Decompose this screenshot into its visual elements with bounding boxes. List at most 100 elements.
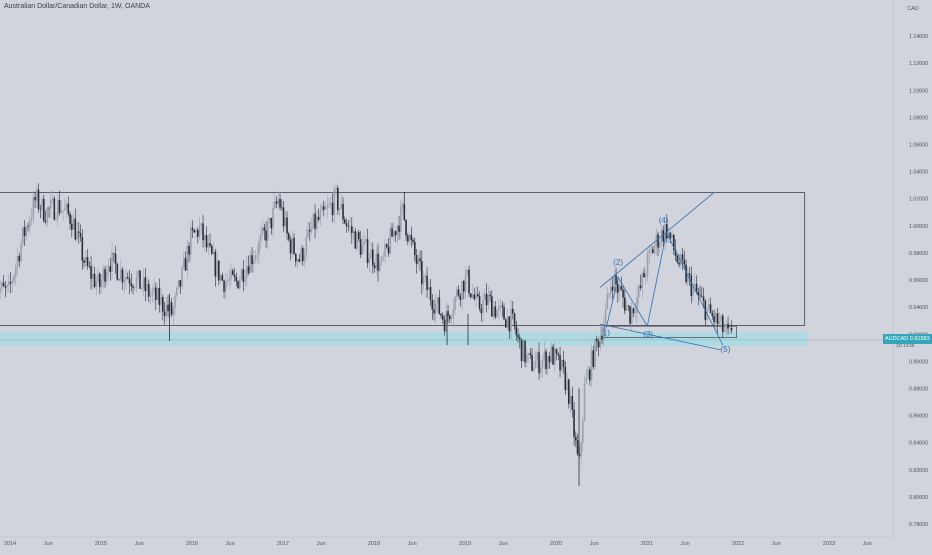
candle-body [442, 315, 444, 320]
candle-body [636, 297, 638, 313]
candle-body [627, 305, 630, 307]
candle-body [666, 223, 668, 239]
candle-body [356, 232, 358, 249]
candle-body [529, 353, 532, 355]
candle-body [653, 245, 656, 254]
candle-body [9, 281, 12, 284]
candle-body [128, 278, 131, 284]
time-tick-label: Jun [226, 541, 235, 547]
candle-body [545, 351, 547, 370]
candle-body [422, 276, 425, 285]
candle-body [179, 280, 182, 287]
candle-body [221, 275, 224, 281]
time-tick-label: 2023 [823, 541, 835, 547]
candle-body [310, 228, 313, 232]
candle-body [121, 269, 124, 283]
candle-body [436, 297, 439, 304]
candle-body [191, 227, 194, 231]
candle-body [120, 269, 122, 280]
candle-body [39, 208, 42, 210]
candle-body [184, 258, 187, 271]
candle-body [95, 282, 98, 287]
candle-body [382, 256, 385, 258]
candle-body [156, 288, 159, 300]
time-axis-group[interactable]: 2014 Jun 2015 Jun 2016 Jun 2017 Jun 2018 Jun 2019 J… [0, 536, 892, 547]
candle-body [613, 275, 616, 291]
candle-body [76, 231, 78, 240]
candle-body [456, 289, 458, 297]
candle-body [123, 280, 126, 283]
candle-body [414, 241, 416, 256]
candle-body [323, 206, 325, 210]
candle-body [347, 225, 350, 227]
candle-body [429, 287, 432, 300]
candle-body [344, 219, 346, 224]
candle-body [165, 304, 168, 316]
candle-body [585, 377, 588, 384]
candles-group [0, 181, 733, 487]
candle-body [293, 237, 295, 254]
candle-body [48, 207, 50, 209]
candle-body [186, 245, 189, 271]
candle-body [447, 310, 449, 316]
candle-body [426, 275, 428, 290]
price-tick-label: 1.14000 [909, 34, 928, 40]
candle-body [86, 257, 89, 267]
candle-body [687, 273, 689, 283]
candle-body [489, 294, 491, 297]
candle-body [412, 239, 414, 242]
candle-body [519, 337, 521, 340]
candle-body [531, 354, 533, 371]
price-tick-label: 1.00000 [909, 224, 928, 230]
candle-body [583, 383, 586, 421]
candle-body [701, 295, 703, 297]
candle-body [536, 352, 539, 362]
price-axis-group[interactable]: CAD 1.14000 1.12000 1.10000 1.08000 1.06000 1.… [892, 0, 928, 537]
candle-body [512, 308, 514, 314]
candle-body [463, 280, 465, 292]
candle-body [37, 189, 40, 209]
candle-body [50, 199, 52, 208]
candle-body [459, 295, 462, 300]
candle-body [72, 218, 75, 230]
candle-body [204, 235, 206, 241]
candle-body [386, 244, 388, 247]
candle-body [408, 234, 411, 242]
candle-body [543, 351, 546, 360]
candle-body [65, 203, 68, 209]
candle-body [11, 281, 14, 284]
candle-body [527, 353, 530, 355]
candle-body [160, 297, 162, 305]
candle-body [708, 304, 710, 309]
candle-body [365, 239, 367, 241]
candle-body [407, 235, 409, 242]
candle-body [93, 273, 96, 287]
drawing-lines-group [599, 192, 724, 351]
candle-body [358, 232, 360, 240]
candle-body [674, 249, 677, 257]
candle-body [114, 253, 117, 265]
candle-body [237, 281, 239, 289]
candle-body [373, 265, 376, 269]
candle-body [225, 281, 227, 292]
time-tick-label: Jun [44, 541, 53, 547]
candle-body [148, 283, 150, 297]
candle-body [15, 266, 17, 276]
candle-body [368, 258, 371, 263]
candle-body [694, 283, 696, 286]
candle-body [400, 206, 402, 232]
candle-body [85, 257, 87, 263]
candle-body [223, 280, 225, 292]
candle-body [53, 198, 56, 220]
candle-body [104, 269, 106, 282]
candle-body [720, 315, 722, 322]
candle-body [566, 379, 568, 391]
time-tick-label: 2021 [641, 541, 653, 547]
price-tick-label: 1.10000 [909, 88, 928, 94]
candle-body [286, 217, 288, 234]
candle-body [345, 223, 348, 226]
candle-body [622, 289, 624, 298]
candle-body [482, 299, 484, 314]
